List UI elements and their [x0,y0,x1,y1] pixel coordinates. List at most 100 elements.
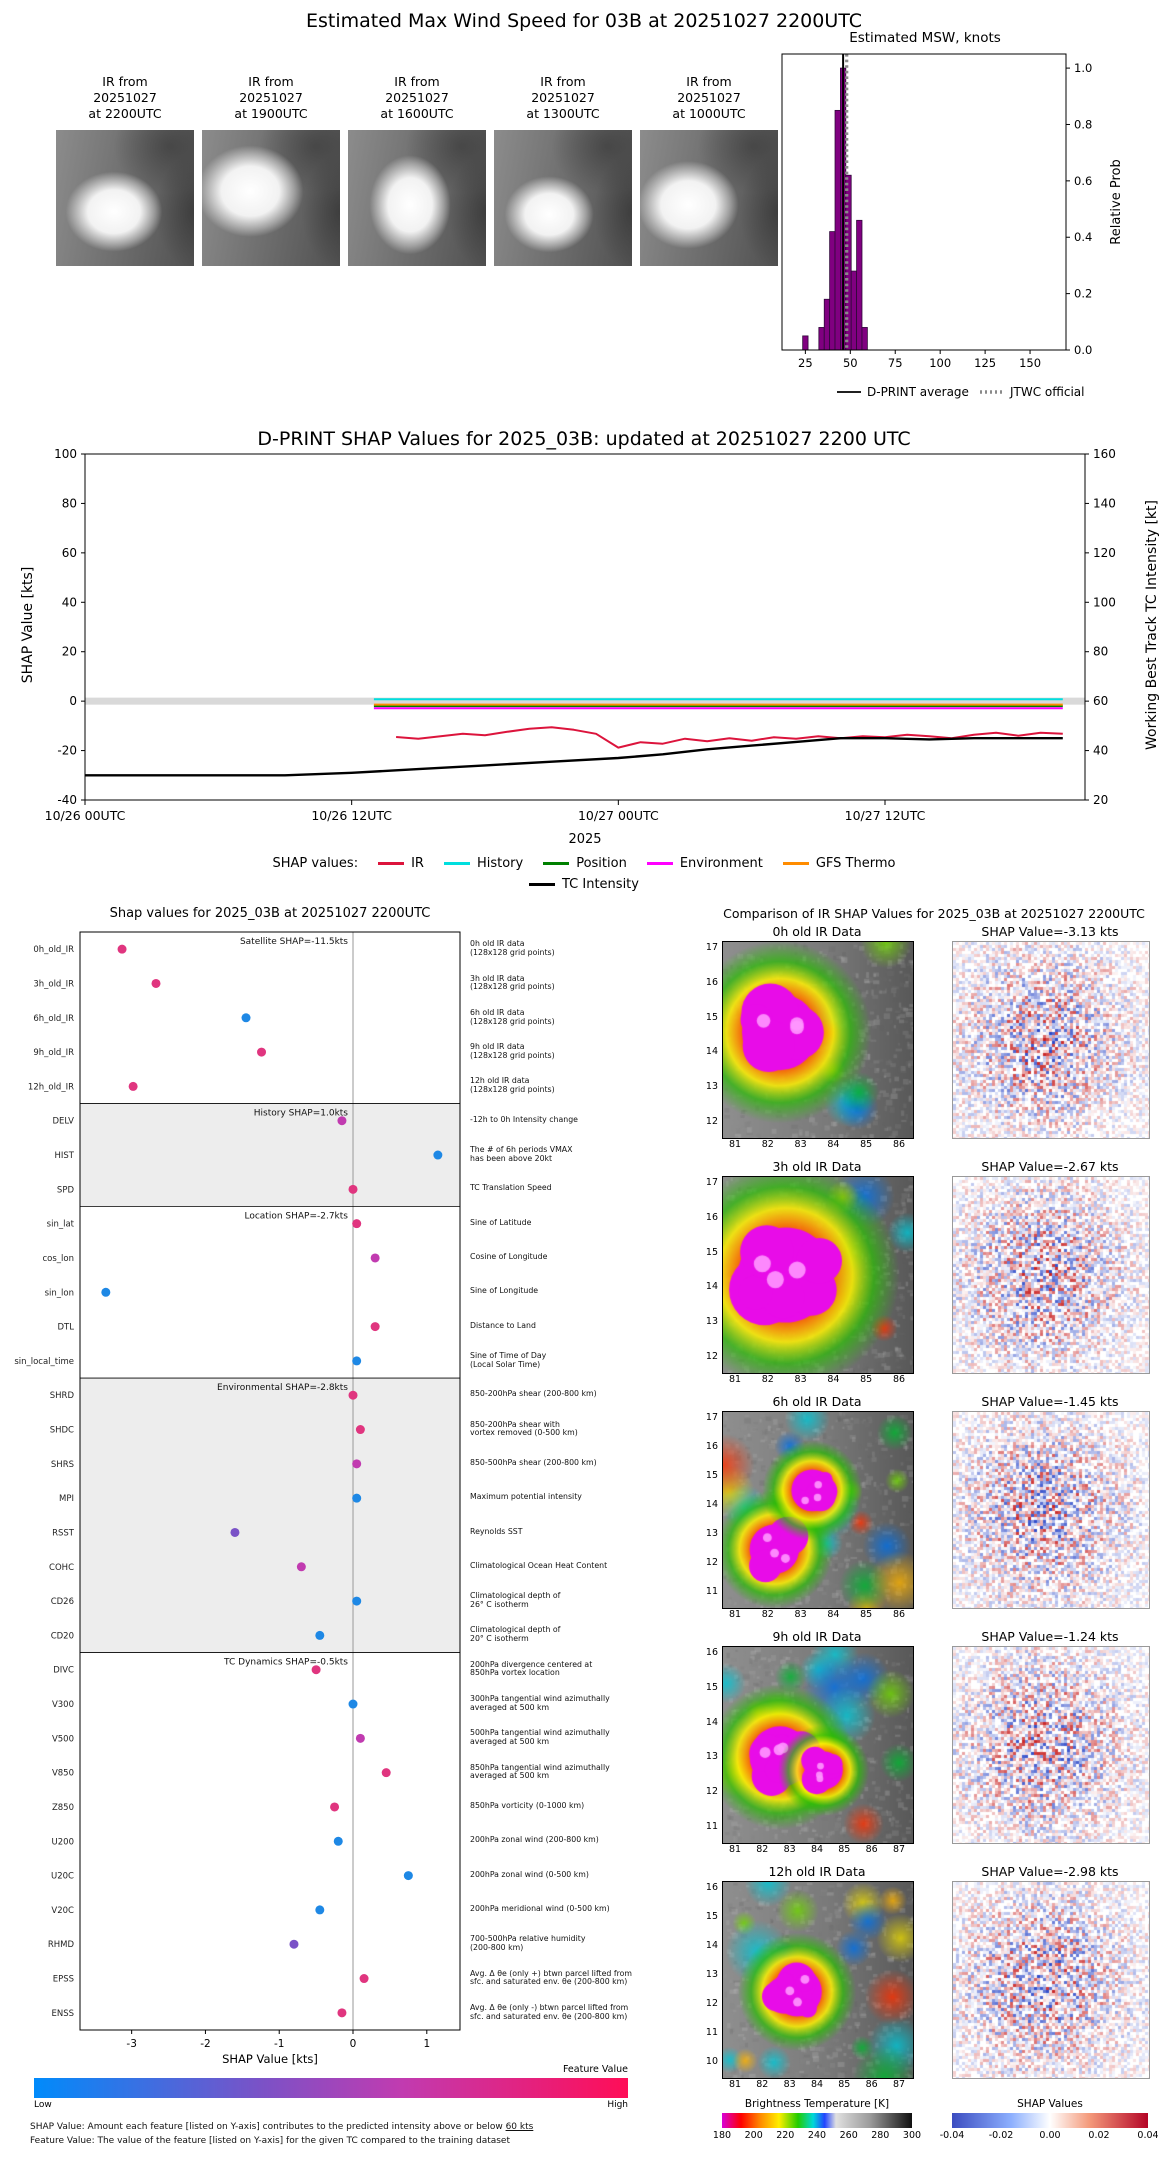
feature-desc: Avg. Δ θe (only -) btwn parcel lifted fr… [470,2002,629,2021]
feature-desc: 850-500hPa shear (200-800 km) [470,1457,597,1467]
feature-dot-CD26 [352,1596,362,1606]
feature-dot-SHRS [352,1459,362,1469]
right-y-tick: 160 [1093,447,1116,461]
dotplot-xlabel: SHAP Value [kts] [222,2052,318,2066]
lon-tick: 86 [865,2079,878,2090]
feature-dot-SPD [348,1184,358,1194]
lon-tick: 82 [756,2079,769,2090]
right-y-tick: 140 [1093,496,1116,510]
shap-colorbar-tick: 0.00 [1039,2130,1061,2141]
ir-shap-comparison-rows: 0h old IR Data SHAP Value=-3.13 kts 17 16 15… [700,924,1168,2104]
ir-map-title: 3h old IR Data [772,1159,862,1174]
shap-timeseries-chart: -40 -20 0 20 40 60 80 100 20 40 60 80 100 120 140 160 10… [45,447,1116,823]
shap-map-canvas [952,1646,1150,1844]
feature-desc: The # of 6h periods VMAX has been above … [470,1145,573,1163]
feature-name: DELV [52,1117,74,1127]
histogram-ylabel: Relative Prob [1109,159,1124,244]
ir-map-canvas [722,1881,914,2079]
lat-tick: 15 [705,1911,718,1922]
page-title: Estimated Max Wind Speed for 03B at 2025… [305,10,863,32]
feature-name: Z850 [52,1803,74,1813]
lon-tick: 85 [860,1139,873,1150]
feature-desc: 3h old IR data (128x128 grid points) [470,973,555,992]
comparison-title: Comparison of IR SHAP Values for 2025_03… [723,906,1145,921]
feature-name: V300 [52,1700,74,1710]
lat-tick: 11 [705,2027,718,2038]
lat-tick: 15 [705,1246,718,1258]
feature-dot-EPSS [359,1974,369,1984]
feature-value-footnote: Feature Value: The value of the feature … [30,2136,511,2146]
feature-desc: 200hPa divergence centered at 850hPa vor… [470,1659,593,1678]
lat-tick: 12 [705,1351,718,1362]
ir-map-title: 9h old IR Data [772,1629,862,1644]
legend-item-environment: Environment [646,856,763,871]
legend-swatch [378,862,405,865]
ir-satellite-image [348,130,486,266]
left-y-tick: -40 [57,793,77,807]
legend-item-gfs-thermo: GFS Thermo [782,856,895,871]
comparison-row: 12h old IR Data SHAP Value=-2.98 kts 16 15 1… [700,1864,1168,2096]
feature-name: CD20 [51,1631,74,1641]
right-y-tick: 120 [1093,546,1116,560]
lon-tick: 87 [892,2079,906,2090]
comparison-row: 9h old IR Data SHAP Value=-1.24 kts 16 15 14… [700,1629,1168,1861]
left-y-tick: 0 [69,694,77,708]
feature-desc: Distance to Land [470,1320,536,1330]
lon-tick: 85 [860,1609,873,1620]
lat-tick: 16 [705,1441,718,1452]
shap-values-colorbar [952,2113,1148,2128]
feature-name: DTL [58,1323,75,1333]
shap-map-canvas [952,941,1150,1139]
feature-name: MPI [59,1494,74,1504]
ir-map-title: 6h old IR Data [772,1394,862,1409]
right-y-tick: 80 [1093,645,1108,659]
lat-tick: 14 [705,1716,718,1728]
feature-dot-sin_lon [101,1287,111,1297]
legend-jtwc-official: JTWC official [1009,385,1085,399]
feature-dot-MPI [352,1493,362,1503]
group-shap-label: TC Dynamics SHAP=-0.5kts [223,1658,348,1668]
series-tc-intensity [85,737,1063,777]
lon-tick: 86 [892,1374,906,1385]
bt-colorbar-tick: 220 [776,2130,795,2141]
feature-descriptions: 0h old IR data (128x128 grid points) 3h o… [470,922,670,2062]
feature-dot-U200 [333,1836,343,1846]
comparison-row: 6h old IR Data SHAP Value=-1.45 kts 17 16 15… [700,1394,1168,1626]
shap-colorbar-tick: 0.04 [1137,2130,1159,2141]
feature-desc: 200hPa zonal wind (0-500 km) [470,1869,589,1879]
feature-dot-V500 [355,1733,365,1743]
ir-map-title: 12h old IR Data [768,1864,866,1879]
feature-desc: 850-200hPa shear with vortex removed (0-… [470,1419,578,1438]
lon-tick: 83 [794,1374,807,1385]
lat-tick: 12 [705,1557,718,1568]
group-shap-label: Location SHAP=-2.7kts [244,1212,348,1222]
y-tick: 0.6 [1074,174,1092,188]
lat-tick: 13 [705,1969,718,1980]
x-tick: 125 [974,356,996,370]
ir-thumbnail: IR from 20251027 at 1000UTC [640,74,778,266]
feature-name: 6h_old_IR [33,1014,74,1024]
feature-dot-V300 [348,1699,358,1709]
group-shap-label: Satellite SHAP=-11.5kts [240,937,348,947]
feature-desc: -12h to 0h Intensity change [470,1114,578,1124]
feature-dot-HIST [433,1150,443,1160]
msw-histogram: 25 50 75 100 125 150 0.0 0.2 0.4 0.6 0.8 1.0 Relativ… [781,53,1124,399]
shap-map-canvas [952,1176,1150,1374]
lat-tick: 13 [705,1316,718,1328]
ir-thumbnail-label: IR from 20251027 at 1900UTC [234,74,308,121]
feature-name: HIST [55,1151,75,1161]
ir-thumbnail-label: IR from 20251027 at 1600UTC [380,74,454,121]
feature-name: 12h_old_IR [28,1082,74,1092]
feature-desc: 12h old IR data (128x128 grid points) [470,1076,555,1095]
feature-desc: 500hPa tangential wind azimuthally avera… [470,1728,610,1747]
shap-map-title: SHAP Value=-2.98 kts [981,1864,1119,1879]
feature-shap-dotplot: Satellite SHAP=-11.5kts History SHAP=1.0k… [14,931,461,2050]
x-tick: 10/27 00UTC [578,808,659,823]
lat-tick: 13 [705,1528,718,1539]
feature-desc: 300hPa tangential wind azimuthally avera… [470,1694,610,1712]
legend-row-1: SHAP values: IR History Position Environment… [273,856,896,871]
dotplot-title: Shap values for 2025_03B at 20251027 220… [109,906,431,921]
group-shap-label: History SHAP=1.0kts [254,1109,349,1119]
bt-colorbar-tick: 260 [839,2130,858,2141]
legend-row-2: TC Intensity [529,877,639,892]
